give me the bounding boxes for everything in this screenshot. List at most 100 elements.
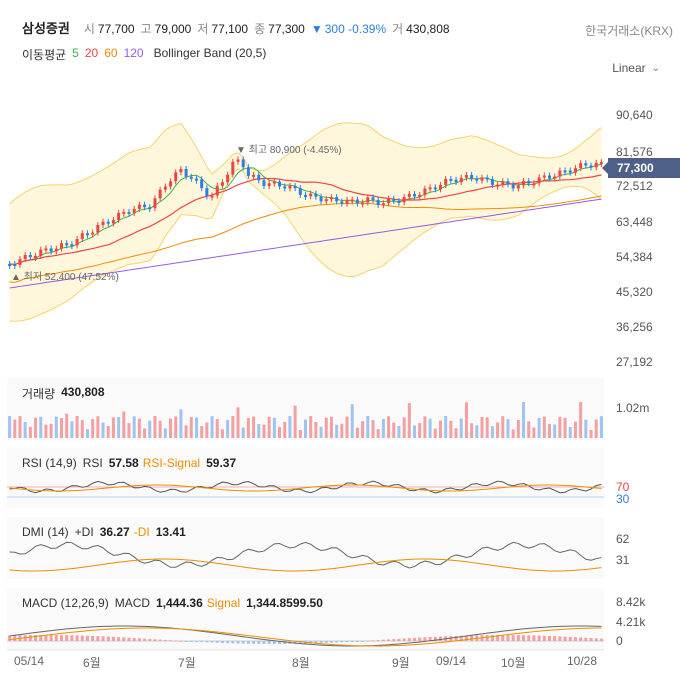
macd-histogram-bar <box>34 635 38 641</box>
volume-bar <box>194 417 198 438</box>
macd-line <box>9 625 602 647</box>
macd-name[interactable]: MACD (12,26,9) <box>22 596 109 610</box>
macd-histogram-bar <box>106 636 110 641</box>
volume-bar <box>361 421 365 438</box>
x-axis-label: 8월 <box>292 656 310 670</box>
candle-body <box>246 167 250 176</box>
macd-histogram-bar <box>438 636 442 641</box>
volume-bar <box>85 429 89 438</box>
macd-histogram-bar <box>169 640 173 642</box>
macd-histogram-bar <box>153 639 157 641</box>
volume-bar <box>148 420 152 438</box>
macd-histogram-bar <box>8 635 12 641</box>
candle-body <box>28 254 32 258</box>
macd-histogram-bar <box>252 641 256 644</box>
macd-histogram-bar <box>579 637 583 641</box>
x-axis-label: 10월 <box>501 656 526 670</box>
volume-bar <box>480 417 484 438</box>
volume-label: 거 <box>392 22 404 36</box>
macd-histogram-bar <box>329 641 333 643</box>
ma-label[interactable]: 이동평균 <box>22 48 67 62</box>
candle-body <box>34 255 38 258</box>
volume-bar <box>252 416 256 438</box>
volume-bar <box>143 428 147 438</box>
volume-bar <box>293 405 297 438</box>
volume-bar <box>496 422 500 438</box>
scale-dropdown[interactable]: Linear ⌄ <box>612 61 660 75</box>
volume-bar <box>506 419 510 438</box>
volume-panel-value: 430,808 <box>61 385 105 399</box>
change-value: 300 -0.39% <box>324 22 387 36</box>
volume-bar <box>309 416 313 438</box>
candle-body <box>470 174 474 179</box>
candle-body <box>413 193 417 197</box>
macd-histogram-bar <box>371 640 375 642</box>
macd-panel-title: MACD (12,26,9) MACD 1,444.36 Signal 1,34… <box>22 596 323 610</box>
candle-body <box>132 208 136 213</box>
volume-bar <box>210 416 214 438</box>
volume-bar <box>272 417 276 438</box>
volume-panel-label[interactable]: 거래량 <box>22 387 56 401</box>
bollinger-label[interactable]: Bollinger Band (20,5) <box>153 46 267 60</box>
macd-histogram-bar <box>189 641 193 642</box>
volume-bar <box>350 404 354 438</box>
candle-body <box>335 197 339 202</box>
macd-axis-tick: 4.21k <box>616 615 646 629</box>
candle-body <box>18 259 22 265</box>
macd-histogram-bar <box>392 639 396 641</box>
dmi-name[interactable]: DMI (14) <box>22 525 69 539</box>
candle-body <box>304 194 307 197</box>
high-label: 고 <box>140 22 152 36</box>
volume-bar <box>584 419 588 438</box>
candle-body <box>137 204 141 209</box>
volume-bar <box>537 418 541 438</box>
macd-value: 1,444.36 <box>156 596 203 610</box>
volume-bar <box>236 407 240 438</box>
bollinger-band-fill <box>9 122 602 322</box>
candle-body <box>252 174 256 177</box>
dmi-plus-key: +DI <box>74 525 94 539</box>
macd-histogram-bar <box>111 636 115 641</box>
candle-body <box>350 199 354 202</box>
candle-body <box>361 202 365 205</box>
macd-histogram-bar <box>246 641 250 644</box>
candle-body <box>496 184 500 187</box>
macd-histogram-bar <box>226 641 230 644</box>
candle-body <box>371 197 375 200</box>
macd-histogram-bar <box>464 635 468 641</box>
macd-histogram-bar <box>387 639 391 641</box>
volume-bar <box>573 421 577 438</box>
macd-histogram-bar <box>340 641 344 643</box>
macd-histogram-bar <box>262 641 266 644</box>
macd-histogram-bar <box>241 641 245 644</box>
macd-histogram-bar <box>366 640 370 642</box>
volume-bar <box>205 422 209 438</box>
stock-name[interactable]: 삼성증권 <box>22 21 70 36</box>
candle-body <box>293 185 297 189</box>
low-annotation: ▲ 최저 52,400 (47.52%) <box>11 272 119 283</box>
candle-body <box>501 181 505 185</box>
candle-body <box>376 199 380 205</box>
macd-histogram-bar <box>309 641 313 644</box>
macd-histogram-bar <box>537 635 541 641</box>
macd-histogram-bar <box>381 639 385 641</box>
volume-bar <box>501 416 505 438</box>
dmi-minus-key: -DI <box>133 525 150 539</box>
x-axis-label: 05/14 <box>14 654 45 668</box>
macd-histogram-bar <box>215 641 219 643</box>
macd-histogram-bar <box>65 635 69 641</box>
macd-histogram-bar <box>496 634 500 641</box>
macd-histogram-bar <box>397 638 401 641</box>
low-value: 77,100 <box>211 22 249 36</box>
dmi-plus-value: 36.27 <box>99 525 130 539</box>
candle-body <box>60 243 64 249</box>
rsi-name[interactable]: RSI (14,9) <box>22 456 77 470</box>
ma120-label: 120 <box>123 46 144 60</box>
ma20-label: 20 <box>84 46 99 60</box>
macd-histogram-bar <box>132 637 136 641</box>
candle-body <box>54 248 58 252</box>
volume-bar <box>464 402 468 438</box>
volume-bar <box>288 416 292 438</box>
macd-histogram-bar <box>314 641 318 644</box>
